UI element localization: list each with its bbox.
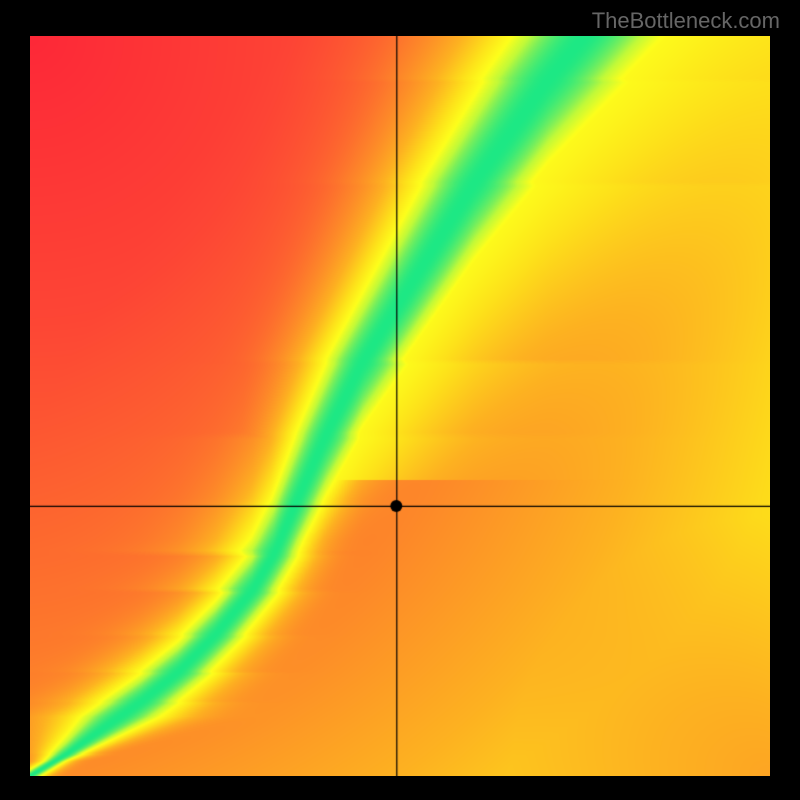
heatmap-canvas <box>30 36 770 776</box>
chart-container: TheBottleneck.com <box>0 0 800 800</box>
heatmap-plot <box>30 36 770 776</box>
watermark-text: TheBottleneck.com <box>592 8 780 34</box>
